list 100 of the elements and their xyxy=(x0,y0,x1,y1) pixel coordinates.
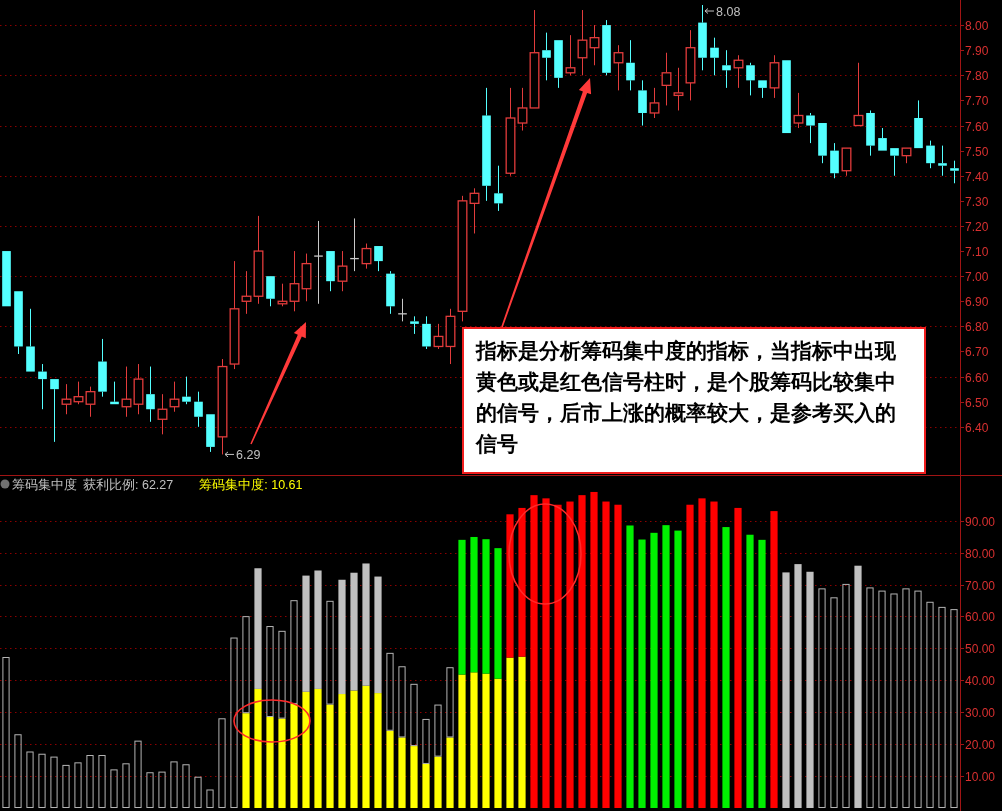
bar xyxy=(38,753,46,808)
bar xyxy=(938,606,946,808)
bar xyxy=(518,507,526,657)
y-tick-label: 7.10 xyxy=(965,244,989,259)
bar xyxy=(146,772,154,808)
bar xyxy=(542,498,550,808)
bar xyxy=(698,498,706,808)
bar xyxy=(350,690,358,808)
bar xyxy=(338,694,346,808)
bar xyxy=(794,564,802,808)
bar xyxy=(182,764,190,808)
bar xyxy=(518,656,526,808)
bar xyxy=(290,600,298,704)
bar xyxy=(590,491,598,808)
annotation: 8.08 xyxy=(716,4,741,19)
bar xyxy=(710,501,718,808)
bar xyxy=(122,763,130,808)
bar xyxy=(422,718,430,764)
bar xyxy=(398,737,406,808)
bar xyxy=(890,593,898,808)
bar xyxy=(374,576,382,694)
y-tick-label: 7.40 xyxy=(965,169,989,184)
annotation: 获利比例: 62.27 xyxy=(83,478,174,492)
bar xyxy=(494,678,502,808)
y-tick-label: 6.50 xyxy=(965,395,989,410)
bar xyxy=(302,691,310,808)
bar xyxy=(434,704,442,757)
bar xyxy=(806,571,814,808)
bar xyxy=(422,763,430,808)
bar xyxy=(134,740,142,808)
bar xyxy=(602,501,610,808)
bar xyxy=(914,590,922,808)
bar xyxy=(494,548,502,679)
header: 筹码集中度 获利比例: 62.27 筹码集中度: 10.61 xyxy=(0,478,303,492)
bar xyxy=(950,609,958,808)
y-tick-label: 90.00 xyxy=(965,514,996,529)
bar xyxy=(578,495,586,808)
bar xyxy=(338,579,346,695)
bar xyxy=(290,703,298,808)
bar xyxy=(458,539,466,675)
bar xyxy=(446,737,454,808)
y-tick-label: 6.70 xyxy=(965,344,989,359)
y-tick-label: 7.50 xyxy=(965,144,989,159)
bar xyxy=(842,583,850,808)
y-tick-label: 10.00 xyxy=(965,769,996,784)
bar xyxy=(2,657,10,808)
bar xyxy=(818,588,826,808)
bar xyxy=(242,713,250,808)
bar xyxy=(14,734,22,808)
bar xyxy=(278,718,286,808)
annotation: 筹码集中度: 10.61 xyxy=(199,477,303,492)
y-tick-label: 6.80 xyxy=(965,319,989,334)
bar xyxy=(350,572,358,691)
bar xyxy=(74,762,82,808)
bar xyxy=(686,504,694,808)
y-tick-label: 20.00 xyxy=(965,737,996,752)
y-tick-label: 50.00 xyxy=(965,641,996,656)
y-tick-label: 80.00 xyxy=(965,546,996,561)
bar xyxy=(854,565,862,808)
bar xyxy=(266,626,274,718)
y-tick-label: 6.90 xyxy=(965,294,989,309)
bar xyxy=(554,504,562,808)
bar xyxy=(62,764,70,808)
bar xyxy=(770,511,778,808)
note: 6.29 xyxy=(224,447,261,462)
bar xyxy=(158,771,166,808)
bar xyxy=(410,746,418,808)
bar xyxy=(674,530,682,808)
bar xyxy=(398,666,406,738)
y-tick-label: 7.30 xyxy=(965,194,989,209)
annotation: 筹码集中度 xyxy=(12,477,77,492)
bar xyxy=(662,525,670,808)
y-tick-label: 7.70 xyxy=(965,93,989,108)
bar xyxy=(470,672,478,808)
bar xyxy=(230,637,238,808)
bar xyxy=(638,539,646,808)
y-tick-label: 6.40 xyxy=(965,420,989,435)
y-tick-label: 7.60 xyxy=(965,119,989,134)
bar xyxy=(278,630,286,719)
bar xyxy=(386,730,394,808)
y-tick-label: 30.00 xyxy=(965,705,996,720)
bar xyxy=(866,587,874,808)
y-tick-label: 7.80 xyxy=(965,68,989,83)
bar xyxy=(626,525,634,808)
bar xyxy=(734,507,742,808)
bar xyxy=(110,769,118,808)
bar xyxy=(206,789,214,808)
annotation: 6.29 xyxy=(236,447,261,462)
bar xyxy=(50,756,58,808)
bar xyxy=(506,657,514,808)
bar xyxy=(242,616,250,714)
bar xyxy=(314,570,322,689)
bar xyxy=(722,527,730,808)
note-box: 指标是分析筹码集中度的指标，当指标中出现黄色或是红色信号柱时，是个股筹码比较集中的信号，后市上涨的概率较大，是参考买入的信号 xyxy=(462,327,926,474)
bar xyxy=(302,575,310,692)
bar xyxy=(446,667,454,738)
bar xyxy=(170,761,178,808)
bar xyxy=(362,563,370,686)
bar xyxy=(506,514,514,658)
bar xyxy=(482,539,490,674)
